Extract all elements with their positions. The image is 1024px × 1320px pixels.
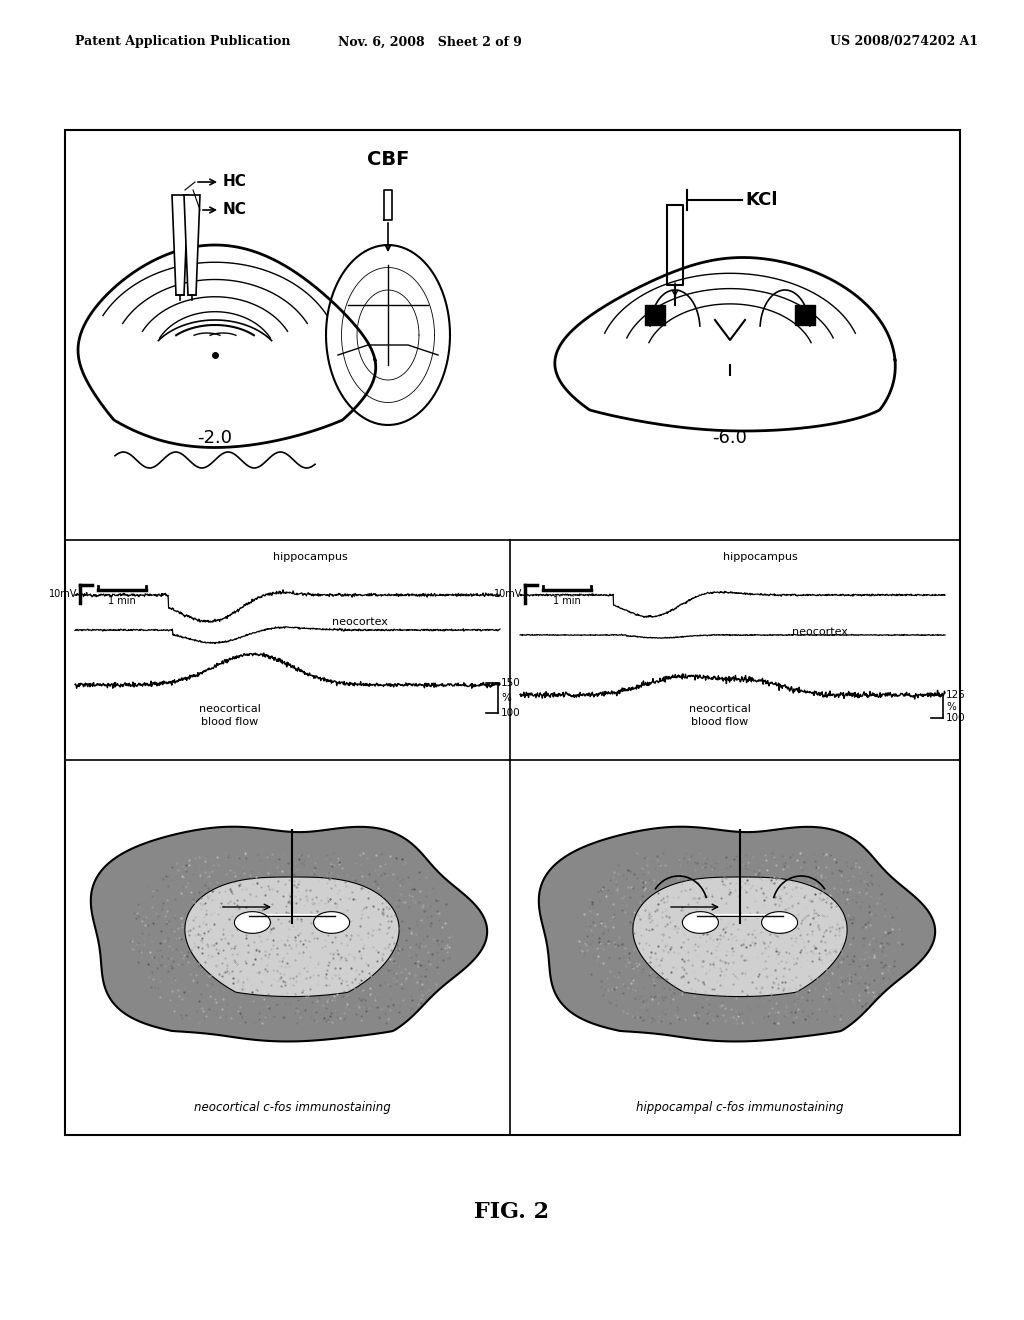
Text: 100: 100: [501, 708, 520, 718]
Text: 10mV: 10mV: [48, 589, 77, 599]
Text: neocortical: neocortical: [689, 704, 751, 714]
Text: hippocampus: hippocampus: [723, 552, 798, 562]
Text: CBF: CBF: [367, 150, 410, 169]
Polygon shape: [184, 195, 200, 294]
Polygon shape: [539, 826, 935, 1041]
Text: 150: 150: [501, 678, 521, 688]
Text: neocortex: neocortex: [332, 616, 388, 627]
Text: 10mV: 10mV: [494, 589, 522, 599]
Polygon shape: [313, 912, 349, 933]
Text: US 2008/0274202 A1: US 2008/0274202 A1: [830, 36, 978, 49]
Text: %: %: [946, 701, 955, 711]
Bar: [65, 129, 961, 1135]
Text: 1 min: 1 min: [109, 597, 136, 606]
Text: -6.0: -6.0: [713, 429, 748, 447]
Text: neocortical: neocortical: [199, 704, 261, 714]
Text: HC: HC: [223, 174, 247, 190]
Text: -2.0: -2.0: [198, 429, 232, 447]
Polygon shape: [762, 912, 798, 933]
Text: FIG. 2: FIG. 2: [474, 1201, 550, 1224]
Text: neocortical c-fos immunostaining: neocortical c-fos immunostaining: [194, 1101, 390, 1114]
Text: 125: 125: [946, 690, 966, 700]
Polygon shape: [234, 912, 270, 933]
Text: neocortex: neocortex: [792, 627, 848, 638]
Text: 1 min: 1 min: [553, 597, 581, 606]
Text: blood flow: blood flow: [691, 717, 749, 727]
Text: %: %: [501, 693, 511, 704]
Text: hippocampus: hippocampus: [272, 552, 347, 562]
Polygon shape: [682, 912, 719, 933]
Text: KCl: KCl: [745, 191, 777, 209]
Text: Nov. 6, 2008   Sheet 2 of 9: Nov. 6, 2008 Sheet 2 of 9: [338, 36, 522, 49]
Polygon shape: [633, 876, 847, 997]
Polygon shape: [172, 195, 188, 294]
Text: NC: NC: [223, 202, 247, 218]
Polygon shape: [91, 826, 487, 1041]
Text: hippocampal c-fos immunostaining: hippocampal c-fos immunostaining: [636, 1101, 844, 1114]
Text: blood flow: blood flow: [202, 717, 259, 727]
Text: 100: 100: [946, 713, 966, 723]
Text: Patent Application Publication: Patent Application Publication: [75, 36, 291, 49]
Polygon shape: [185, 876, 399, 997]
